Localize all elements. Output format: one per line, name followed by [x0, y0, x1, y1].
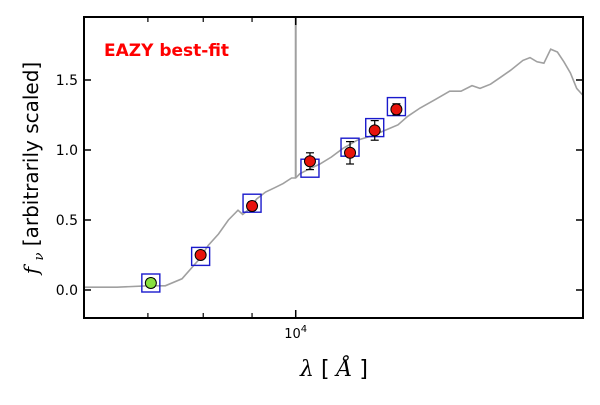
- x-tick-label-exponent: 4: [301, 324, 307, 335]
- x-axis-label-symbol: λ: [299, 357, 314, 382]
- plot-frame: [83, 16, 584, 319]
- y-axis-label: f ν [arbitrarily scaled]: [19, 62, 48, 276]
- template-spectrum-line: [84, 48, 583, 289]
- y-tick-label-3: 1.5: [56, 73, 78, 89]
- axis-ticks: 0.0 0.5 1.0 1.5 104: [56, 17, 583, 342]
- model-flux-square-0: [141, 273, 161, 293]
- observed-flux-point-3: [303, 155, 316, 168]
- observed-flux-point-2: [246, 200, 259, 212]
- y-tick-label-2: 1.0: [56, 143, 78, 159]
- annotation-label: EAZY best-fit: [104, 41, 229, 61]
- observed-flux-point-4: [344, 146, 357, 159]
- x-tick-label-base: 10: [284, 327, 301, 342]
- y-axis-label-text: [arbitrarily scaled]: [19, 62, 43, 246]
- model-flux-square-1: [190, 246, 211, 267]
- x-axis-label-unit: Å: [334, 354, 353, 382]
- observed-flux-point-6: [390, 103, 403, 116]
- x-axis-label-bracket-open: [: [321, 357, 330, 382]
- observed-flux-point-0: [144, 277, 157, 289]
- model-flux-square-2: [242, 193, 262, 213]
- y-axis-label-subscript: ν: [32, 252, 47, 260]
- plot-area: [84, 17, 583, 293]
- x-tick-label-0: 104: [284, 324, 307, 342]
- observed-flux-point-5: [368, 124, 381, 137]
- y-tick-label-1: 0.5: [56, 213, 78, 229]
- y-tick-label-0: 0.0: [56, 283, 78, 299]
- observed-flux-point-1: [194, 249, 207, 261]
- x-axis-label: λ [ Å ]: [299, 354, 368, 382]
- y-axis-label-symbol: f: [19, 263, 43, 276]
- x-axis-label-bracket-close: ]: [359, 357, 368, 382]
